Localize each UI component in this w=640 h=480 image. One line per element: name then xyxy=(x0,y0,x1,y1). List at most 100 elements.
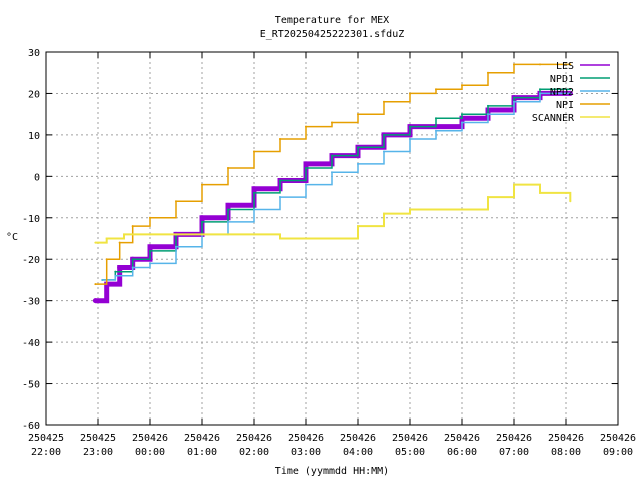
x-tick-time-label: 02:00 xyxy=(239,447,269,458)
x-tick-date-label: 250426 xyxy=(548,433,584,444)
data-point xyxy=(383,212,385,215)
x-tick-time-label: 09:00 xyxy=(603,447,633,458)
x-tick-date-label: 250426 xyxy=(288,433,324,444)
data-point xyxy=(409,125,411,128)
legend: LES NPD1 NPD2 NPI SCANNER xyxy=(532,61,610,124)
data-point xyxy=(383,150,385,153)
data-point xyxy=(513,63,515,66)
data-point xyxy=(123,233,125,236)
x-tick-time-label: 08:00 xyxy=(551,447,581,458)
data-point xyxy=(131,266,134,269)
data-point xyxy=(94,283,97,286)
data-point xyxy=(409,208,411,211)
x-tick-time-label: 07:00 xyxy=(499,447,529,458)
data-point xyxy=(569,200,572,203)
data-point xyxy=(227,220,229,223)
series-line-npd1 xyxy=(102,88,571,281)
data-point xyxy=(279,237,281,240)
x-tick-date-label: 250425 xyxy=(28,433,64,444)
x-tick-date-label: 250426 xyxy=(392,433,428,444)
x-tick-time-label: 03:00 xyxy=(291,447,321,458)
data-point xyxy=(92,298,98,304)
data-point xyxy=(279,138,281,141)
data-point xyxy=(513,183,515,186)
data-point xyxy=(435,88,437,91)
plot-border xyxy=(45,51,619,426)
data-point xyxy=(331,171,333,174)
series-line-scanner xyxy=(95,183,572,244)
x-tick-date-label: 250426 xyxy=(600,433,636,444)
data-point xyxy=(147,244,153,250)
y-tick-label: -50 xyxy=(22,380,40,391)
series-npd1 xyxy=(101,88,572,281)
x-tick-time-label: 22:00 xyxy=(31,447,61,458)
data-point xyxy=(305,183,307,186)
series-npi xyxy=(94,63,572,286)
data-point xyxy=(357,146,359,149)
data-point xyxy=(409,92,411,95)
x-tick-date-label: 250426 xyxy=(236,433,272,444)
data-point xyxy=(227,208,229,211)
y-tick-label: 30 xyxy=(28,48,40,59)
grid xyxy=(46,52,618,425)
data-point xyxy=(201,183,203,186)
data-point xyxy=(175,233,177,236)
data-point xyxy=(569,92,572,95)
data-point xyxy=(305,125,307,128)
x-tick-date-label: 250426 xyxy=(444,433,480,444)
data-point xyxy=(114,274,117,277)
x-axis-label: Time (yymmdd HH:MM) xyxy=(275,466,389,477)
x-tick-time-label: 05:00 xyxy=(395,447,425,458)
data-point xyxy=(357,113,359,116)
x-tick-date-label: 250426 xyxy=(340,433,376,444)
data-point xyxy=(149,262,151,265)
series-line-npd2 xyxy=(102,92,571,281)
data-point xyxy=(101,278,104,281)
data-point xyxy=(253,233,255,236)
data-point xyxy=(94,241,97,244)
legend-label-npd2: NPD2 xyxy=(550,87,574,98)
data-point xyxy=(383,133,385,136)
data-point xyxy=(253,208,255,211)
data-point xyxy=(461,121,463,124)
y-tick-label: -30 xyxy=(22,297,40,308)
x-tick-date-label: 250426 xyxy=(132,433,168,444)
data-point xyxy=(149,233,151,236)
y-axis-label: °C xyxy=(6,232,18,243)
series-scanner xyxy=(94,183,572,244)
data-point xyxy=(539,92,541,95)
data-point xyxy=(539,88,541,91)
legend-label-npd1: NPD1 xyxy=(550,74,574,85)
data-point xyxy=(513,100,515,103)
y-tick-label: 10 xyxy=(28,131,40,142)
data-point xyxy=(118,241,121,244)
data-point xyxy=(435,129,437,132)
x-tick-time-label: 06:00 xyxy=(447,447,477,458)
data-point xyxy=(253,150,255,153)
data-point xyxy=(331,237,333,240)
data-point xyxy=(227,233,229,236)
data-point xyxy=(487,196,489,199)
data-point xyxy=(435,208,437,211)
data-point xyxy=(461,208,463,211)
data-point xyxy=(487,113,489,116)
data-point xyxy=(569,63,572,66)
data-point xyxy=(569,88,572,91)
legend-label-scanner: SCANNER xyxy=(532,113,575,124)
data-point xyxy=(279,179,281,182)
data-point xyxy=(513,96,515,99)
x-tick-date-label: 250426 xyxy=(184,433,220,444)
data-point xyxy=(539,191,541,194)
series-lines xyxy=(92,63,573,304)
y-tick-label: 0 xyxy=(34,172,40,183)
data-point xyxy=(305,237,307,240)
data-point xyxy=(201,233,203,236)
data-point xyxy=(348,237,351,240)
data-point xyxy=(383,100,385,103)
y-tick-label: -10 xyxy=(22,214,40,225)
data-point xyxy=(539,63,541,66)
data-point xyxy=(303,161,309,167)
data-point xyxy=(409,138,411,141)
data-point xyxy=(253,191,255,194)
